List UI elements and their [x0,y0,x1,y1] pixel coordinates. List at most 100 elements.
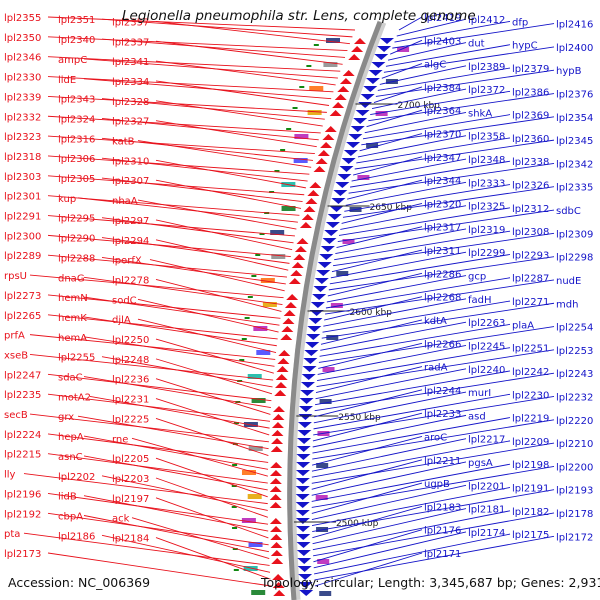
left-leader-line [23,473,268,505]
left-leader-line [83,376,271,408]
left-gene-label: lpl2300 [4,231,41,242]
right-leader-line [314,389,423,418]
right-leader-line [331,249,423,273]
left-gene-labels: lpl2355 lpl2351 lpl2357 lpl2350 lpl2340 lpl23… [4,13,149,560]
right-gene-label: lpl2182 [512,507,549,518]
reverse-gene-arrow [363,86,378,92]
reverse-gene-arrow [300,382,315,388]
left-gene-label: lpl2248 [112,355,149,366]
left-gene-label: lpl2327 [112,117,149,128]
tick-marker [233,569,239,571]
left-leader-line [29,274,284,299]
right-leader-line [381,63,423,79]
right-leader-line [321,302,555,339]
left-gene-label: lpl2290 [58,234,95,245]
right-gene-label: lpl2293 [512,250,549,261]
right-leader-line [329,253,511,285]
left-gene-label: rne [112,434,128,445]
right-leader-line [336,226,423,249]
left-leader-line [47,433,269,463]
forward-gene-arrow [269,494,282,500]
left-leader-line [149,259,285,292]
right-gene-label: lpl2369 [512,111,549,122]
reverse-gene-arrow [298,582,313,588]
right-gene-label: lpl2342 [556,159,593,170]
left-leader-line [101,38,346,58]
forward-gene-arrow [288,278,301,284]
left-gene-label: sodC [112,295,137,306]
gene-block [315,495,328,500]
left-leader-line [155,378,271,415]
reverse-gene-arrow [355,110,370,116]
topology-label: Topology: circular; Length: 3,345,687 bp… [261,575,600,590]
right-leader-line [354,139,555,170]
right-gene-label: lpl2174 [468,528,505,539]
left-leader-line [47,135,315,155]
right-leader-line [373,86,423,103]
reverse-gene-arrow [360,94,375,100]
reverse-gene-arrow [298,574,313,580]
right-gene-label: lpl2326 [512,181,549,192]
left-gene-label: lpl2235 [4,390,41,401]
forward-gene-arrow [272,414,285,420]
left-gene-label: lpl2355 [4,13,41,24]
right-gene-label: lpl2171 [424,549,461,560]
left-gene-label: prfA [4,331,25,342]
gene-block [330,303,343,308]
right-gene-label: lpl2178 [556,509,593,520]
left-leader-line [155,159,306,189]
right-gene-label: lpl2209 [512,437,549,448]
right-label-leaders [311,16,555,587]
left-leader-line [155,40,343,65]
right-gene-label: lpl2311 [424,246,461,257]
left-gene-label: lpl2231 [112,395,149,406]
reverse-gene-arrow [312,294,327,300]
left-gene-label: lpl2236 [112,375,149,386]
forward-gene-arrow [354,38,367,44]
right-gene-label: fadH [468,295,492,306]
map-title: Legionella pneumophila str. Lens, comple… [122,8,476,24]
forward-gene-arrow [272,582,285,588]
right-gene-label: lpl2333 [468,178,505,189]
right-leader-line [313,531,467,569]
left-leader-line [47,234,291,257]
forward-gene-arrow [277,358,290,364]
right-gene-label: lpl2263 [468,318,505,329]
right-leader-line [396,18,467,37]
gene-block [326,335,339,340]
gene-block [307,110,322,115]
reverse-gene-arrow [299,590,314,596]
right-gene-label: lpl2348 [468,155,505,166]
right-gene-label: lpl2176 [424,526,461,537]
reverse-gene-arrow [297,422,312,428]
forward-gene-arrow [273,590,286,596]
reverse-gene-arrow [297,438,312,444]
right-leader-line [311,436,423,466]
left-gene-label: lpl2197 [112,494,149,505]
left-leader-line [155,418,269,457]
right-leader-line [353,156,423,176]
tick-marker [286,128,292,130]
forward-gene-arrow [284,302,297,308]
left-leader-line [155,20,350,45]
tick-marker [280,149,286,151]
right-gene-label: pgsA [468,458,493,469]
right-gene-label: radA [424,363,448,374]
reverse-gene-arrow [310,302,325,308]
right-leader-line [344,184,511,212]
left-leader-line [83,435,269,470]
right-gene-label: lpl2220 [556,416,593,427]
right-gene-label: lpl2403 [424,36,461,47]
left-leader-line [23,532,270,566]
right-leader-line [338,207,511,236]
right-gene-label: lpl2309 [556,229,593,240]
left-leader-line [47,175,305,196]
reverse-gene-arrow [296,454,311,460]
right-leader-line [345,181,467,206]
left-gene-label: lpl2307 [112,176,149,187]
gene-block [270,230,285,235]
right-leader-line [314,535,555,581]
forward-gene-arrow [269,518,282,524]
left-leader-line [83,495,269,532]
reverse-gene-arrow [297,430,312,436]
